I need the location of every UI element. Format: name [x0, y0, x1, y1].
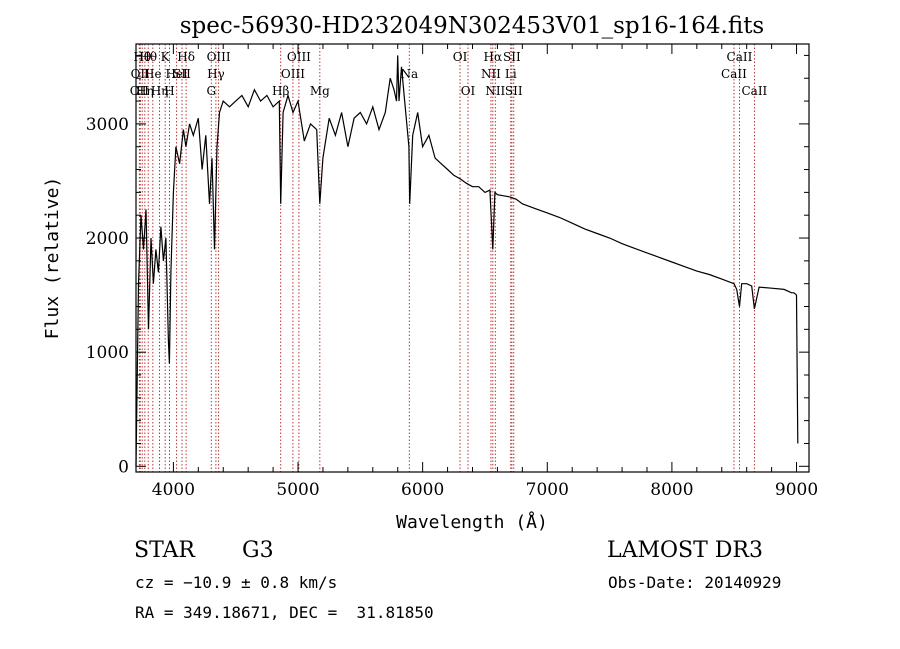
marker-labels: OIIOIIHθHηHθHeHηKHHeISIIHδGHγOIIIHβOIIIO… — [130, 50, 768, 98]
marker-label: CaII — [721, 67, 747, 81]
marker-label: Na — [400, 67, 418, 81]
marker-label: NII — [485, 84, 505, 98]
y-tick-label: 0 — [118, 457, 129, 477]
x-tick-label: 4000 — [152, 480, 195, 500]
marker-lines — [138, 44, 755, 472]
x-tick-label: 7000 — [526, 480, 569, 500]
x-tick-label: 8000 — [650, 480, 693, 500]
star-class: STAR — [134, 538, 195, 563]
marker-label: NII — [481, 67, 501, 81]
flux-line — [135, 55, 799, 467]
obs-date: Obs-Date: 20140929 — [608, 573, 782, 592]
marker-label: OIII — [207, 50, 231, 64]
marker-label: Hγ — [207, 67, 225, 81]
coordinates: RA = 349.18671, DEC = 31.81850 — [135, 603, 434, 622]
x-tick-label: 5000 — [276, 480, 319, 500]
star-subclass: G3 — [242, 538, 274, 563]
marker-label: Hδ — [177, 50, 195, 64]
plot-frame — [135, 43, 810, 473]
y-axis: 0 1000 2000 3000 — [86, 54, 809, 477]
marker-label: Li — [505, 67, 517, 81]
marker-label: OIII — [281, 67, 305, 81]
marker-label: Hθ — [133, 50, 151, 64]
marker-label: H — [164, 84, 174, 98]
marker-label: OII — [130, 84, 150, 98]
marker-label: G — [206, 84, 216, 98]
marker-label: OIII — [287, 50, 311, 64]
marker-label: OI — [453, 50, 468, 64]
x-tick-label: 9000 — [775, 480, 818, 500]
marker-label: Hη — [151, 84, 169, 98]
marker-label: OI — [461, 84, 476, 98]
y-tick-label: 3000 — [86, 115, 129, 135]
y-tick-label: 2000 — [86, 229, 129, 249]
marker-label: K — [161, 50, 171, 64]
marker-label: CaII — [727, 50, 753, 64]
marker-label: Hθ — [139, 50, 157, 64]
marker-label: Hα — [484, 50, 503, 64]
marker-label: He — [144, 67, 162, 81]
marker-label: CaII — [741, 84, 767, 98]
marker-label: SII — [505, 84, 523, 98]
x-axis-label: Wavelength (Å) — [396, 511, 548, 533]
marker-label: Hβ — [272, 84, 289, 98]
survey-name: LAMOST DR3 — [607, 538, 763, 563]
chart-title: spec-56930-HD232049N302453V01_sp16-164.f… — [180, 13, 765, 39]
x-tick-label: 6000 — [401, 480, 444, 500]
marker-label: SII — [173, 67, 191, 81]
marker-label: HeI — [165, 67, 188, 81]
redshift-value: cz = −10.9 ± 0.8 km/s — [135, 573, 338, 592]
marker-label: Hη — [136, 84, 154, 98]
marker-label: Mg — [310, 84, 330, 98]
y-axis-label: Flux (relative) — [42, 177, 63, 340]
x-axis: 4000 5000 6000 7000 8000 9000 — [152, 44, 818, 500]
marker-label: SII — [503, 50, 521, 64]
y-tick-label: 1000 — [86, 343, 129, 363]
